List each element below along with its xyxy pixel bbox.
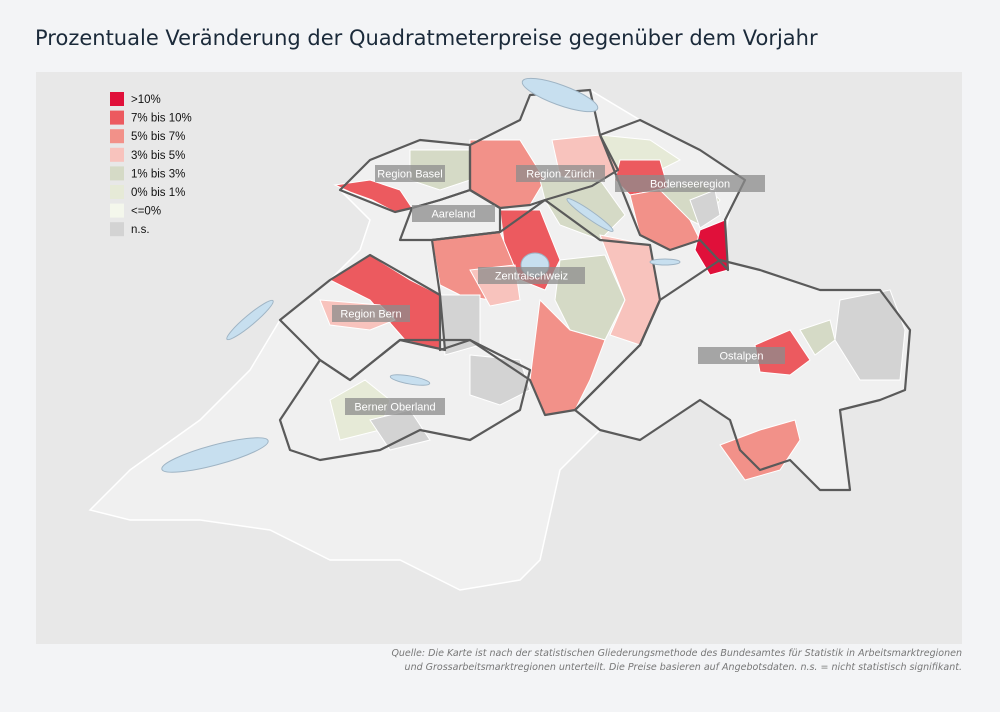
region-label-box [345,398,445,415]
region-border [598,118,747,272]
legend-label: 0% bis 1% [131,187,185,199]
legend-swatch [110,129,124,144]
legend-label: <=0% [131,206,161,218]
region-border [278,338,532,462]
region-label: Aareland [431,209,475,221]
legend-swatch [110,92,124,106]
region-label: Region Bern [340,309,401,321]
legend-label: n.s. [131,224,150,236]
legend-swatch [110,203,124,218]
legend-swatch [110,110,124,125]
legend-swatch [110,147,124,162]
region-label-box [332,305,410,322]
region-border [573,258,912,492]
region-label-box [478,267,585,284]
region [439,294,481,356]
legend-label: >10% [131,94,161,106]
lake [226,299,274,341]
legend-label: 1% bis 3% [131,168,185,180]
region-label-box [412,205,495,222]
source-line: Quelle: Die Karte ist nach der statistis… [391,648,962,659]
legend-swatch [110,185,124,199]
region [469,354,531,406]
region-label-box [375,165,445,182]
region-label: Zentralschweiz [495,271,568,283]
source-line: und Grossarbeitsmarktregionen unterteilt… [404,662,962,673]
lake [389,374,431,386]
lake [649,258,681,266]
legend-label: 3% bis 5% [131,150,185,162]
lake [521,77,599,113]
region-label: Region Basel [377,169,442,181]
legend-swatch [110,222,124,237]
region-label: Bodenseeregion [650,179,730,191]
region-label-box [698,347,785,364]
region [799,319,836,356]
region-label-box [516,165,605,182]
region-border [398,188,502,242]
title: Prozentuale Veränderung der Quadratmeter… [35,26,818,50]
region-label: Region Zürich [526,169,594,181]
region-label-box [615,175,765,192]
region-label: Ostalpen [719,351,763,363]
legend-label: 5% bis 7% [131,131,185,143]
region [689,189,721,229]
legend-swatch [110,166,124,181]
legend-label: 7% bis 10% [131,113,192,125]
lake [566,198,614,232]
region [719,419,801,481]
lake [161,437,269,473]
region-label: Berner Oberland [354,402,435,414]
